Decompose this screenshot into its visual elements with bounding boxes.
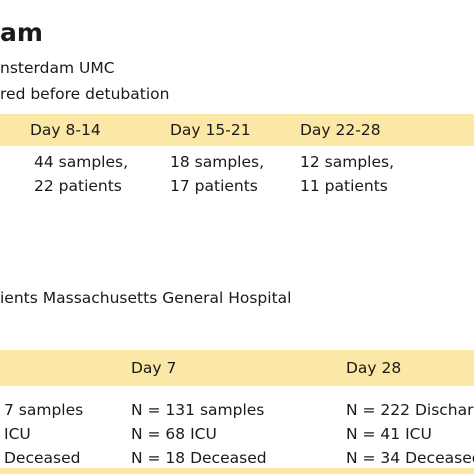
cell: N = 34 Deceased — [346, 449, 474, 467]
cell: 11 patients — [300, 177, 388, 195]
cell: N = 18 Deceased — [131, 449, 267, 467]
cell: Deceased — [4, 449, 81, 467]
header-band — [0, 114, 474, 146]
cell: 12 samples, — [300, 153, 395, 171]
footer-band — [0, 468, 474, 474]
column-header: Day 22-28 — [300, 121, 381, 139]
cell: 22 patients — [34, 177, 122, 195]
cell: 7 samples — [4, 401, 84, 419]
cell: N = 41 ICU — [346, 425, 432, 443]
cell: N = 68 ICU — [131, 425, 217, 443]
title: am — [0, 18, 43, 47]
cell: 17 patients — [170, 177, 258, 195]
header-band — [0, 350, 474, 386]
cell: 44 samples, — [34, 153, 129, 171]
subtitle: ients Massachusetts General Hospital — [0, 289, 292, 307]
column-header: Day 28 — [346, 359, 402, 377]
subtitle: nsterdam UMC — [0, 59, 115, 77]
column-header: Day 7 — [131, 359, 177, 377]
cell: N = 131 samples — [131, 401, 265, 419]
cell: N = 222 Discharg — [346, 401, 474, 419]
column-header: Day 15-21 — [170, 121, 251, 139]
cell: 18 samples, — [170, 153, 265, 171]
column-header: Day 8-14 — [30, 121, 101, 139]
subtitle: red before detubation — [0, 85, 170, 103]
cell: ICU — [4, 425, 31, 443]
